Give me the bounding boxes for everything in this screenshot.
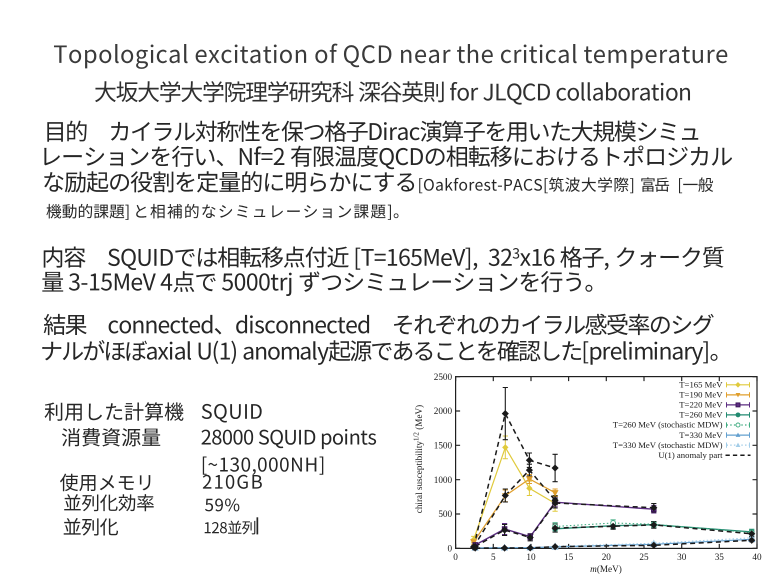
svg-text:15: 15 (564, 552, 574, 562)
svg-text:chiral susceptibility1/2 (MeV): chiral susceptibility1/2 (MeV) (413, 405, 425, 513)
svg-text:T=220 MeV: T=220 MeV (679, 400, 723, 410)
svg-text:T=165 MeV: T=165 MeV (679, 380, 723, 390)
svg-text:0: 0 (453, 552, 458, 562)
svg-text:500: 500 (438, 509, 452, 519)
svg-text:T=330 MeV: T=330 MeV (679, 430, 723, 440)
svg-text:5: 5 (491, 552, 496, 562)
svg-text:T=330 MeV (stochastic MDW): T=330 MeV (stochastic MDW) (613, 440, 723, 450)
svg-text:10: 10 (526, 552, 536, 562)
svg-text:35: 35 (715, 552, 725, 562)
svg-text:T=260 MeV (stochastic MDW): T=260 MeV (stochastic MDW) (613, 420, 723, 430)
svg-text:1000: 1000 (434, 475, 453, 485)
svg-text:40: 40 (752, 552, 762, 562)
svg-text:2000: 2000 (434, 406, 453, 416)
svg-text:U(1) anomaly part: U(1) anomaly part (658, 450, 723, 460)
svg-text:20: 20 (602, 552, 612, 562)
svg-text:T=190 MeV: T=190 MeV (679, 390, 723, 400)
svg-text:T=260 MeV: T=260 MeV (679, 410, 723, 420)
svg-text:0: 0 (448, 544, 453, 554)
svg-text:30: 30 (677, 552, 687, 562)
svg-text:1500: 1500 (434, 441, 453, 451)
svg-text:2500: 2500 (434, 372, 453, 382)
svg-text:25: 25 (639, 552, 649, 562)
svg-text:m(MeV): m(MeV) (590, 564, 622, 574)
